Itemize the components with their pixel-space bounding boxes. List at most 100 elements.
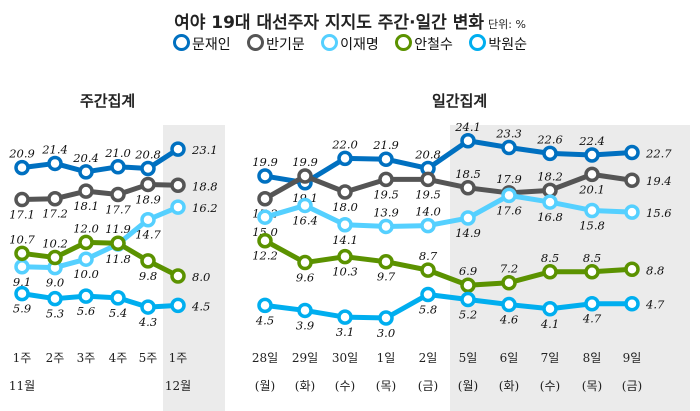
x-tick-label: 5일 xyxy=(459,351,478,365)
data-label: 8.5 xyxy=(541,251,559,265)
x-tick-label: 1일 xyxy=(377,351,396,365)
x-tick-label: 2일 xyxy=(419,351,438,365)
legend-marker-icon xyxy=(469,34,487,51)
legend-label: 문재인 xyxy=(191,37,231,53)
data-point xyxy=(584,166,600,183)
data-point xyxy=(297,168,313,184)
data-label: 14.1 xyxy=(332,233,358,247)
x-sub-label: (월) xyxy=(255,379,275,393)
legend-item: 이재명 xyxy=(321,34,379,54)
data-point xyxy=(47,249,63,266)
x-tick-label: 8일 xyxy=(583,351,602,365)
title-text: 여야 19대 대선주자 지지도 주간·일간 변화 xyxy=(174,13,485,33)
data-label: 5.2 xyxy=(459,308,477,322)
data-point xyxy=(420,262,436,278)
data-point xyxy=(47,155,63,172)
data-label: 5.8 xyxy=(419,302,437,316)
data-label: 22.7 xyxy=(645,147,672,161)
legend: 문재인 반기문 이재명 안철수 박원순 xyxy=(0,34,700,54)
data-label: 8.5 xyxy=(583,251,601,265)
x-tick-label: 4주 xyxy=(109,351,128,365)
data-label: 3.0 xyxy=(377,326,395,340)
x-sub-label: (화) xyxy=(295,379,315,393)
data-label: 19.5 xyxy=(373,187,399,201)
data-label: 14.7 xyxy=(135,228,161,242)
data-label: 9.1 xyxy=(13,275,31,289)
x-tick-label: 30일 xyxy=(332,351,358,365)
data-point xyxy=(14,159,30,176)
data-point xyxy=(78,183,94,199)
series-line-반기문 xyxy=(263,171,633,201)
data-label: 4.5 xyxy=(191,299,210,313)
series-line-안철수 xyxy=(263,238,633,288)
data-point xyxy=(460,291,476,308)
data-point xyxy=(337,184,353,200)
data-label: 19.4 xyxy=(646,174,672,188)
x-sub-label: (금) xyxy=(622,379,642,393)
data-point xyxy=(542,301,558,317)
legend-item: 반기문 xyxy=(247,34,305,54)
data-point xyxy=(624,261,640,278)
data-point xyxy=(460,133,476,149)
data-point xyxy=(47,190,63,207)
data-label: 14.0 xyxy=(415,205,441,219)
data-point xyxy=(420,286,436,303)
x-tick-label: 5주 xyxy=(139,351,158,365)
data-label: 20.8 xyxy=(414,147,441,161)
legend-item: 안철수 xyxy=(395,34,453,54)
data-point xyxy=(14,191,30,208)
data-label: 8.7 xyxy=(419,249,438,263)
x-tick-label: 1주 xyxy=(13,351,32,365)
data-point xyxy=(460,180,476,196)
data-label: 5.3 xyxy=(46,307,64,321)
data-label: 12.0 xyxy=(73,221,99,235)
x-sub-label: (목) xyxy=(582,379,602,393)
data-point xyxy=(584,147,600,163)
legend-item: 문재인 xyxy=(172,34,231,54)
data-label: 14.9 xyxy=(455,226,481,240)
data-point xyxy=(378,151,394,167)
data-point xyxy=(624,144,640,161)
data-point xyxy=(110,235,126,251)
x-sub-label: (목) xyxy=(376,379,396,393)
data-label: 8.8 xyxy=(646,263,664,277)
data-label: 16.2 xyxy=(192,201,218,215)
data-point xyxy=(501,139,517,156)
x-tick-label: 6일 xyxy=(500,351,519,365)
data-point xyxy=(337,217,353,233)
highlight-region xyxy=(450,125,690,411)
data-point xyxy=(501,296,517,313)
x-tick-label: 29일 xyxy=(292,351,318,365)
data-label: 4.3 xyxy=(138,315,157,329)
data-label: 15.8 xyxy=(579,218,605,232)
legend-label: 반기문 xyxy=(266,37,305,53)
data-label: 22.4 xyxy=(578,134,605,148)
data-label: 20.9 xyxy=(8,147,35,161)
x-tick-label: 3주 xyxy=(77,351,96,365)
data-label: 5.6 xyxy=(77,304,95,318)
data-label: 22.6 xyxy=(536,132,563,146)
daily-panel-title: 일간집계 xyxy=(432,92,488,110)
data-point xyxy=(297,197,313,214)
data-label: 18.8 xyxy=(192,179,218,193)
data-label: 3.1 xyxy=(336,325,354,339)
x-tick-label: 2주 xyxy=(46,351,65,365)
data-point xyxy=(378,253,394,270)
legend-label: 박원순 xyxy=(488,37,527,53)
data-label: 23.3 xyxy=(495,126,522,140)
data-label: 16.8 xyxy=(537,210,563,224)
data-point xyxy=(584,295,600,312)
series-line-문재인 xyxy=(264,138,633,186)
legend-marker-icon xyxy=(395,34,413,51)
data-label: 9.7 xyxy=(377,270,396,284)
data-point xyxy=(47,290,63,307)
data-point xyxy=(257,190,273,207)
data-point xyxy=(110,186,126,203)
highlight-region xyxy=(163,125,225,411)
data-label: 21.0 xyxy=(104,146,131,160)
data-point xyxy=(420,171,436,188)
data-point xyxy=(501,187,517,204)
data-label: 18.2 xyxy=(537,169,563,183)
data-label: 9.6 xyxy=(296,271,314,285)
data-point xyxy=(110,290,126,306)
